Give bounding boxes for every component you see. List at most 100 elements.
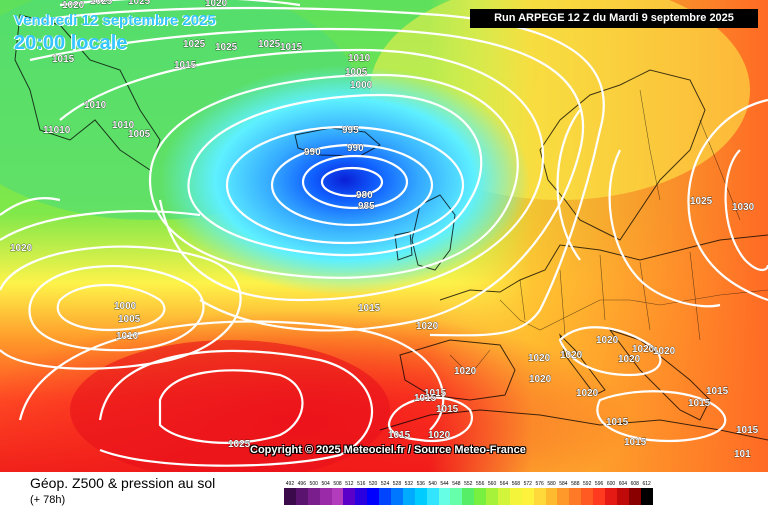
lead-time: (+ 78h) (30, 494, 66, 506)
scale-swatch (450, 488, 463, 505)
coast-italy (559, 333, 606, 396)
scale-step: 596 (593, 480, 606, 505)
pressure-label: 1020 (632, 344, 655, 355)
scale-step: 608 (628, 480, 641, 505)
scale-swatch (569, 488, 582, 505)
isobar-1005-west (28, 265, 205, 352)
coast-iberia (399, 339, 516, 401)
scale-swatch (367, 488, 380, 505)
scale-label: 580 (547, 481, 556, 487)
scale-label: 552 (464, 481, 473, 487)
coast-north-africa (379, 409, 768, 441)
scale-label: 536 (416, 481, 425, 487)
scale-swatch (402, 488, 415, 505)
isobar-1030-east (724, 149, 768, 272)
scale-step: 508 (331, 480, 344, 505)
scale-label: 604 (618, 481, 628, 487)
scale-swatch (509, 488, 522, 505)
pressure-label: 1020 (596, 335, 619, 346)
scale-step: 576 (533, 480, 546, 505)
scale-label: 600 (606, 481, 616, 487)
scale-swatch (628, 488, 641, 505)
isobar-1010-north (59, 48, 545, 302)
pressure-label: 1010 (84, 100, 107, 111)
pressure-label: 1015 (706, 386, 729, 397)
pressure-label: 1025 (690, 196, 713, 207)
isobar-1015-west (0, 210, 201, 241)
scale-label: 500 (309, 481, 318, 487)
scale-step: 588 (569, 480, 582, 505)
pressure-label: 1025 (128, 0, 151, 7)
scale-swatch (355, 488, 368, 505)
pressure-label: 1015 (388, 430, 411, 441)
scale-swatch (284, 488, 296, 505)
pressure-label: 1025 (258, 39, 281, 50)
pressure-label: 1020 (205, 0, 228, 9)
isobar-1020-west (0, 197, 61, 216)
pressure-label: 1015 (688, 398, 711, 409)
scale-step: 516 (355, 480, 368, 505)
scale-swatch (533, 488, 546, 505)
scale-label: 520 (369, 481, 378, 487)
scale-swatch (462, 488, 475, 505)
pressure-label: 1020 (653, 346, 676, 357)
scale-swatch (474, 488, 487, 505)
pressure-label: 1025 (183, 39, 206, 50)
pressure-label: 1015 (358, 303, 381, 314)
scale-swatch (438, 488, 451, 505)
pressure-label: 1025 (215, 42, 238, 53)
pressure-label: 1020 (618, 354, 641, 365)
pressure-label: 1015 (414, 393, 437, 404)
scale-label: 568 (511, 481, 521, 487)
pressure-label: 995 (342, 125, 359, 136)
scale-step: 612 (640, 480, 653, 505)
scale-swatch (414, 488, 427, 505)
isobar-1020-med (558, 326, 662, 377)
pressure-label: 1020 (576, 388, 599, 399)
isobar-1005 (148, 73, 519, 279)
scale-step: 552 (462, 480, 475, 505)
isobar-1015-east (556, 109, 581, 261)
pressure-label: 990 (347, 143, 364, 154)
pressure-label: 1020 (62, 0, 85, 11)
scale-label: 504 (321, 481, 330, 487)
pressure-label: 1015 (436, 404, 459, 415)
scale-step: 520 (367, 480, 380, 505)
scale-step: 504 (319, 480, 332, 505)
scale-label: 532 (404, 481, 414, 487)
pressure-label: 1010 (116, 331, 139, 342)
pressure-label: 1020 (428, 430, 451, 441)
scale-swatch (426, 488, 439, 505)
pressure-label: 985 (358, 201, 375, 212)
scale-label: 496 (297, 481, 306, 487)
isobar-1020-east (608, 149, 721, 308)
pressure-label: 1015 (624, 437, 647, 448)
scale-step: 532 (402, 480, 415, 505)
pressure-label: 1015 (424, 388, 447, 399)
pressure-label: 1005 (118, 314, 141, 325)
forecast-time: 20:00 locale (14, 32, 128, 54)
scale-label: 608 (630, 481, 639, 487)
isobar-1000 (187, 93, 483, 257)
pressure-label: 1010 (348, 53, 371, 64)
isobar-1025-high (158, 369, 304, 444)
scale-label: 560 (487, 481, 497, 487)
isobar-1015-med (596, 390, 727, 443)
pressure-label: 1000 (114, 301, 137, 312)
scale-swatch (331, 488, 344, 505)
scale-swatch (640, 488, 653, 505)
scale-step: 496 (295, 480, 308, 505)
scale-step: 564 (498, 480, 510, 505)
isobar-1015-africa (387, 396, 473, 443)
coast-scandinavia (539, 69, 706, 241)
isobar-1020-high (98, 349, 374, 467)
scale-swatch (521, 488, 534, 505)
isobar-990 (270, 143, 434, 227)
isobar-1020-north (39, 6, 605, 337)
isobar-985 (301, 154, 409, 210)
scale-label: 508 (333, 481, 342, 487)
pressure-label: 1020 (529, 374, 552, 385)
scale-step: 528 (391, 480, 403, 505)
coast-iceland (294, 127, 381, 157)
